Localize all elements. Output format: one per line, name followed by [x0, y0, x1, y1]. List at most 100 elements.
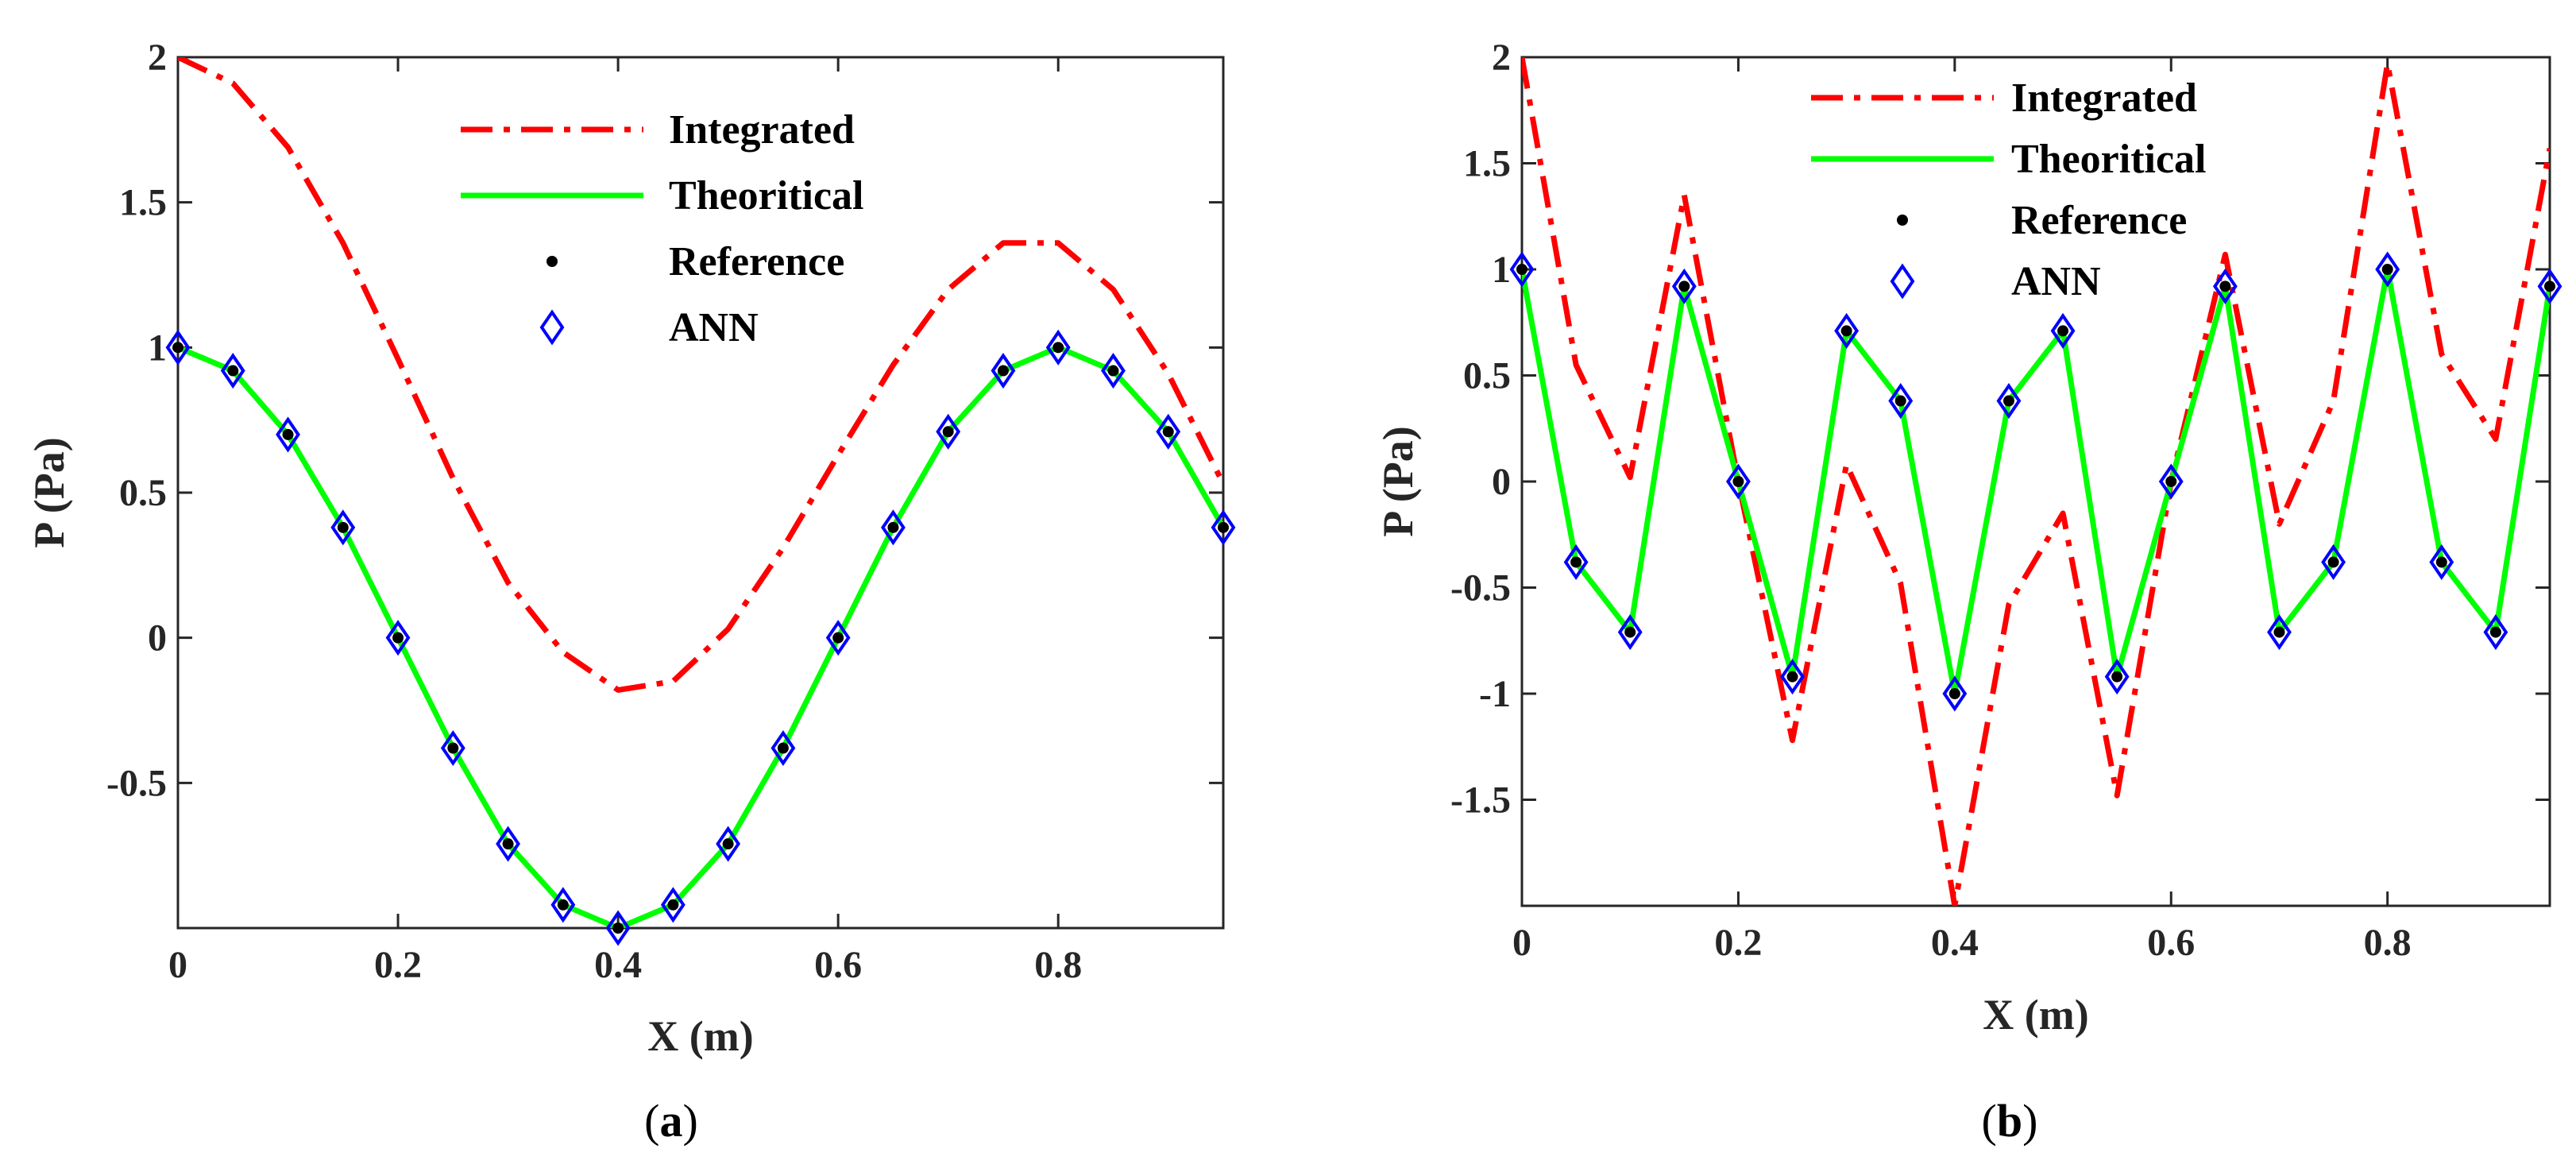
series-reference-point	[942, 426, 954, 438]
legend-ann-label: ANN	[2011, 259, 2101, 304]
legend-reference-swatch	[546, 256, 558, 267]
legend-reference-label: Reference	[2011, 198, 2187, 243]
series-ann-point	[991, 353, 1016, 389]
series-reference-point	[1678, 280, 1690, 292]
legend: Integrated Theoritical Reference ANN	[1811, 75, 2207, 304]
y-tick-label: 0	[1492, 461, 1511, 503]
series-ann-point	[330, 509, 356, 546]
series-ann-point	[276, 416, 300, 453]
series-ann-point	[770, 729, 796, 767]
plot-frame	[1520, 56, 2551, 907]
series-reference-point	[1218, 521, 1229, 533]
series-reference-point	[2111, 671, 2123, 683]
series-reference-point	[997, 365, 1009, 377]
series-ann-point	[1996, 382, 2022, 420]
series-reference-point	[2273, 626, 2285, 638]
legend-integrated-label: Integrated	[669, 107, 855, 153]
legend-ann-swatch	[539, 309, 565, 346]
y-tick-label: 0.5	[119, 472, 167, 514]
y-axis-label: P (Pa)	[1374, 426, 1422, 536]
series-reference-point	[2435, 556, 2447, 568]
series-reference-point	[612, 923, 624, 934]
series-reference-point	[2002, 395, 2014, 407]
series-ann-point	[220, 353, 245, 389]
series-ann-point	[936, 413, 961, 450]
series-ann-point	[1509, 251, 1535, 288]
series-reference-point	[832, 632, 844, 644]
series-ann-point	[2212, 268, 2238, 304]
series-ann-point	[1563, 543, 1589, 581]
series-ann-point	[716, 826, 741, 862]
series-ann-point	[1942, 675, 1968, 712]
y-tick-label: 2	[148, 37, 167, 79]
y-tick-label: 1	[148, 327, 167, 369]
x-tick-label: 0	[1512, 922, 1531, 964]
y-tick-label: -0.5	[1450, 567, 1511, 609]
series-reference-point	[887, 521, 899, 533]
series-ann-point	[880, 509, 906, 546]
legend-theoritical-label: Theoritical	[669, 173, 864, 219]
legend: Integrated Theoritical Reference ANN	[461, 107, 864, 350]
series-reference-point	[1894, 395, 1906, 407]
caption-b: (b)	[1982, 1095, 2038, 1147]
series-reference-point	[2327, 556, 2339, 568]
legend-reference-label: Reference	[669, 239, 844, 284]
series-reference-point	[502, 838, 514, 850]
series-ann-point	[1888, 382, 1914, 420]
series-reference-point	[1107, 365, 1119, 377]
y-tick-label: 0.5	[1463, 355, 1511, 397]
series-reference-point	[282, 428, 294, 440]
series-ann-point	[1780, 659, 1805, 695]
legend-ann-label: ANN	[669, 305, 759, 350]
series-ann-point	[1671, 268, 1697, 304]
legend-integrated-label: Integrated	[2011, 75, 2197, 121]
series-reference-point	[2381, 264, 2393, 275]
y-tick-label: 1.5	[1463, 143, 1511, 185]
series-reference-point	[1948, 688, 1960, 699]
y-tick-label: 1	[1492, 249, 1511, 291]
x-tick-label: 0.6	[814, 944, 862, 986]
series-reference-point	[1624, 626, 1636, 638]
series-ann-point	[660, 887, 686, 923]
x-tick-label: 0.2	[374, 944, 422, 986]
series-ann-point	[605, 910, 631, 946]
series-reference-point	[1570, 556, 1582, 568]
series-ann-point	[165, 329, 191, 366]
x-axis-label: X (m)	[647, 1012, 753, 1060]
series-reference-point	[1732, 476, 1744, 487]
series-ann-point	[2050, 312, 2076, 349]
series-ann-point	[2267, 614, 2292, 651]
series-reference-point	[2165, 476, 2177, 487]
series-ann-point	[2321, 543, 2346, 581]
y-tick-label: 2	[1492, 37, 1511, 79]
x-axis-label: X (m)	[1983, 991, 2088, 1039]
x-tick-label: 0	[168, 944, 187, 986]
series-reference-point	[1162, 426, 1174, 438]
series-ann-point	[1045, 329, 1071, 366]
series-reference-point	[1786, 671, 1798, 683]
series-ann-point	[1156, 413, 1181, 450]
series-reference-point	[227, 365, 239, 377]
series-reference-point	[2057, 325, 2069, 337]
series-ann-point	[2483, 614, 2508, 651]
y-tick-label: -0.5	[106, 762, 167, 804]
series-reference-point	[667, 899, 679, 911]
series-reference-point	[172, 342, 183, 354]
series-reference-point	[2489, 626, 2501, 638]
series-ann-point	[2429, 543, 2454, 581]
series-ann-point	[2537, 268, 2562, 304]
x-tick-label: 0.8	[2364, 922, 2412, 964]
y-tick-label: 0	[148, 617, 167, 659]
legend-theoritical-label: Theoritical	[2011, 137, 2207, 182]
plot-area	[1522, 57, 2550, 906]
series-reference-point	[2544, 280, 2555, 292]
caption-a: (a)	[644, 1095, 698, 1147]
series-reference-point	[447, 742, 459, 754]
series-ann-point	[2104, 659, 2130, 695]
series-ann-point	[1101, 353, 1126, 389]
x-tick-label: 0.4	[594, 944, 642, 986]
series-reference-point	[557, 899, 569, 911]
series-ann-point	[1211, 509, 1236, 546]
series-theoritical-line	[178, 344, 1223, 928]
